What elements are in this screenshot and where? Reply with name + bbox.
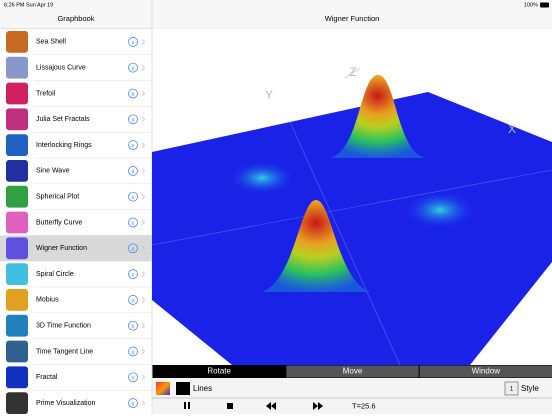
row-icon: [6, 237, 28, 259]
row-label[interactable]: Spherical Plot: [36, 194, 79, 201]
row-label[interactable]: Wigner Function: [36, 245, 87, 252]
tabs: Rotate Move Window: [153, 366, 552, 378]
row-icon: [6, 341, 28, 363]
plot-blob: [230, 162, 294, 194]
row-label[interactable]: Time Tangent Line: [36, 348, 93, 355]
tab-label[interactable]: Window: [472, 367, 501, 376]
pause-button[interactable]: [184, 402, 186, 409]
display-mode[interactable]: Lines: [193, 384, 212, 393]
row-icon: [6, 315, 28, 337]
color-button[interactable]: [156, 382, 170, 395]
row-label[interactable]: Fractal: [36, 374, 58, 381]
battery-icon: [540, 3, 549, 8]
row-label[interactable]: Interlocking Rings: [36, 142, 92, 149]
row-icon: [6, 134, 28, 156]
detail-title: Wigner Function: [325, 14, 380, 23]
battery-level: 100%: [524, 2, 538, 8]
tab-label[interactable]: Rotate: [207, 367, 231, 376]
row-icon: [6, 263, 28, 285]
row-icon: [6, 392, 28, 414]
row-icon: [6, 31, 28, 53]
row-icon: [6, 160, 28, 182]
row-label[interactable]: Sea Shell: [36, 39, 66, 46]
time-label: T=25.6: [352, 401, 376, 410]
row-icon: [6, 212, 28, 234]
style-label[interactable]: Style: [521, 384, 539, 393]
row-label[interactable]: Mobius: [36, 297, 59, 304]
status-bar: [0, 0, 552, 10]
row-icon: [6, 108, 28, 130]
row-label[interactable]: Prime Visualization: [36, 400, 96, 407]
row-label[interactable]: Trefoil: [36, 90, 56, 97]
row-icon: [6, 57, 28, 79]
plot-blob: [406, 192, 474, 228]
sidebar-title: Graphbook: [57, 14, 94, 23]
stop-button[interactable]: [227, 403, 233, 409]
axis-label: Z: [349, 65, 356, 79]
row-icon: [6, 83, 28, 105]
axis-label: X: [508, 122, 516, 136]
row-label[interactable]: Lissajous Curve: [36, 65, 86, 72]
status-date: Sun Apr 19: [26, 2, 53, 8]
row-label[interactable]: Julia Set Fractals: [36, 116, 90, 123]
status-time: 6:26 PM: [4, 2, 25, 8]
axis-label: Y: [265, 88, 273, 102]
row-label[interactable]: Sine Wave: [36, 168, 70, 175]
row-label[interactable]: 3D Time Function: [36, 323, 91, 330]
tab-label[interactable]: Move: [343, 367, 363, 376]
row-icon: [6, 289, 28, 311]
row-icon: [6, 186, 28, 208]
line-color-button[interactable]: [176, 382, 190, 395]
row-label[interactable]: Butterfly Curve: [36, 219, 82, 226]
row-icon: [6, 366, 28, 388]
row-label[interactable]: Spiral Circle: [36, 271, 74, 278]
pause-button[interactable]: [188, 402, 190, 409]
